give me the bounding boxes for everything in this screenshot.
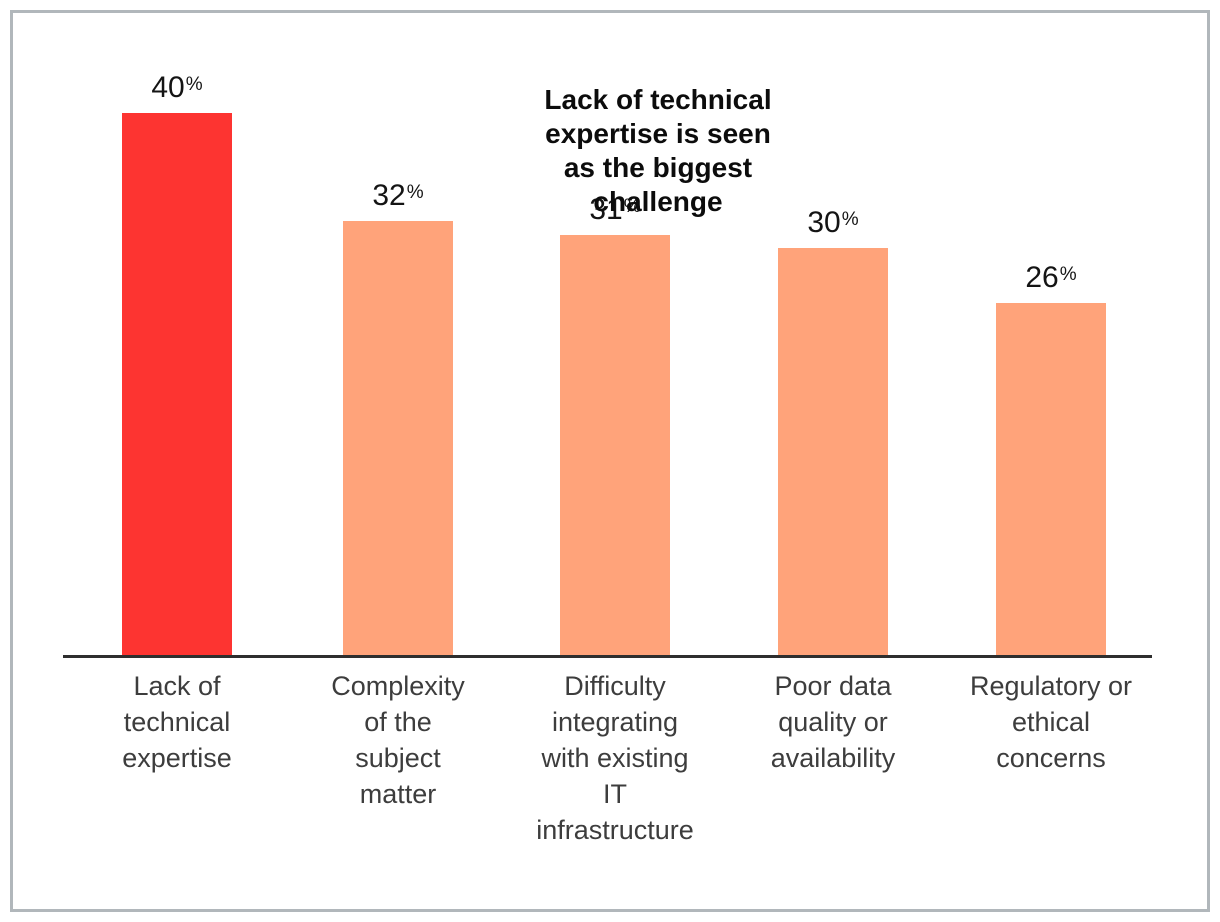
bar-complexity-of-subject-matter (343, 221, 453, 655)
percent-sign: % (841, 209, 859, 230)
category-label-poor-data-quality: Poor data quality or availability (770, 671, 896, 773)
bar-value-label: 30% (723, 204, 943, 239)
category-label-complexity-of-subject-matter: Complexity of the subject matter (331, 671, 465, 809)
percent-sign: % (185, 74, 203, 95)
plot-area: 40% 32% 31% 30% 26% (63, 0, 1152, 655)
chart-title: Lack of technical expertise is seen as t… (544, 84, 772, 217)
bar-lack-of-technical-expertise (122, 113, 232, 655)
value-number: 26 (1025, 261, 1059, 294)
bar-poor-data-quality (778, 248, 888, 655)
bar-column-complexity-of-subject-matter: 32% (343, 0, 453, 655)
category-label-regulatory-ethical: Regulatory or ethical concerns (969, 671, 1133, 773)
bar-column-regulatory-ethical: 26% (996, 0, 1106, 655)
percent-sign: % (406, 182, 424, 203)
value-number: 30 (807, 206, 841, 239)
bar-value-label: 26% (941, 259, 1161, 294)
x-axis-line (63, 655, 1152, 658)
bar-regulatory-ethical (996, 303, 1106, 655)
category-label-difficulty-integrating: Difficulty integrating with existing IT … (536, 671, 694, 845)
percent-sign: % (623, 196, 641, 217)
bar-value-label: 31% (505, 191, 725, 226)
bar-column-lack-of-technical-expertise: 40% (122, 0, 232, 655)
percent-sign: % (1059, 264, 1077, 285)
bar-value-label: 32% (288, 177, 508, 212)
category-label-lack-of-technical-expertise: Lack of technical expertise (122, 671, 232, 773)
value-number: 31 (589, 193, 623, 226)
value-number: 40 (151, 71, 185, 104)
bar-value-label: 40% (67, 69, 287, 104)
bar-column-difficulty-integrating: 31% (560, 0, 670, 655)
bar-column-poor-data-quality: 30% (778, 0, 888, 655)
value-number: 32 (372, 179, 406, 212)
bar-difficulty-integrating (560, 235, 670, 655)
